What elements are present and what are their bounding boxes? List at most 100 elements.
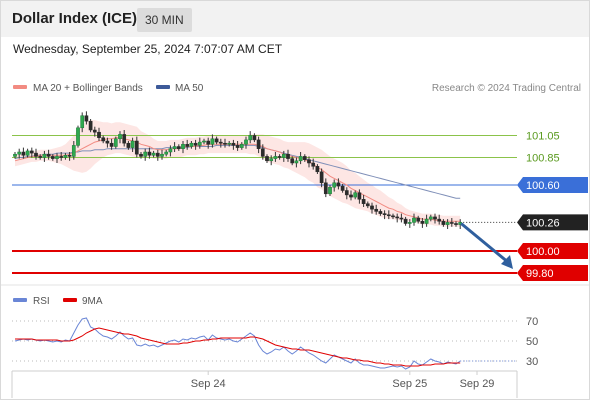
candle-body: [281, 153, 286, 158]
rsi-ref-label: 30: [526, 356, 538, 368]
pivot-label: 100.60: [526, 180, 560, 192]
candle-body: [80, 115, 85, 129]
candle-body: [227, 142, 232, 145]
candle-body: [365, 203, 370, 207]
rsi-line: [14, 317, 461, 370]
rsi-ma-line: [15, 327, 461, 367]
candle-body: [109, 142, 114, 147]
candle-body: [50, 156, 55, 159]
candle-body: [197, 141, 202, 146]
candle-body: [277, 156, 282, 158]
resistance-label: 101.05: [526, 131, 560, 143]
candle-body: [34, 152, 38, 157]
candle-body: [25, 150, 30, 156]
candle-body: [307, 159, 311, 164]
candle-body: [428, 216, 433, 220]
candle-body: [151, 152, 156, 156]
candle-body: [256, 139, 261, 149]
rsi-ref-label: 70: [526, 316, 538, 328]
resistance-label: 100.85: [526, 153, 560, 165]
candle-body: [374, 208, 379, 212]
ma50-legend-label: MA 50: [175, 83, 204, 94]
candle-body: [29, 150, 34, 154]
research-credit: Research © 2024 Trading Central: [432, 83, 581, 94]
candle-body: [21, 151, 26, 156]
candle-body: [445, 222, 450, 225]
candle-body: [218, 141, 223, 144]
candle-body: [319, 171, 324, 184]
candle-body: [433, 216, 437, 220]
candle-body: [449, 222, 454, 224]
instrument-title: Dollar Index (ICE): [12, 10, 138, 27]
candle-body: [370, 205, 374, 210]
candle-body: [122, 134, 127, 144]
bollinger-band: [15, 120, 461, 227]
pivot-tag: [517, 177, 588, 193]
candle-body: [260, 148, 265, 157]
candle-body: [97, 131, 101, 138]
candle-body: [92, 129, 97, 133]
candle-body: [134, 140, 139, 155]
candle-body: [185, 144, 190, 147]
support-label: 100.00: [526, 246, 560, 258]
forecast-arrow-head: [501, 255, 513, 269]
date-time-label: Wednesday, September 25, 2024 7:07:07 AM…: [13, 42, 283, 56]
candle-body: [248, 135, 253, 141]
rsi-legend-label: RSI: [33, 296, 50, 307]
support-tag: [517, 265, 588, 281]
candle-body: [269, 158, 274, 162]
candle-body: [311, 162, 316, 167]
last-price-label: 100.26: [526, 217, 560, 229]
time-tick-label: Sep 29: [460, 378, 495, 390]
candle-body: [315, 166, 320, 173]
candle-body: [202, 140, 206, 143]
candle-body: [155, 152, 160, 157]
ma50-legend-swatch: [156, 85, 170, 89]
candle-body: [244, 139, 248, 145]
last-price-tag: [517, 214, 588, 231]
candle-body: [193, 142, 198, 146]
candle-body: [344, 190, 349, 196]
candle-body: [437, 218, 442, 222]
candle-body: [391, 215, 395, 218]
header-bar: Dollar Index (ICE) 30 MIN: [1, 1, 589, 37]
candle-body: [223, 142, 227, 145]
support-label: 99.80: [526, 268, 554, 280]
candle-body: [265, 156, 269, 162]
candle-body: [105, 140, 110, 144]
candle-body: [302, 156, 307, 160]
candle-body: [353, 192, 358, 198]
candle-body: [286, 153, 290, 159]
ma20-legend-swatch: [13, 85, 27, 89]
timeframe-button[interactable]: 30 MIN: [137, 8, 192, 32]
candle-body: [332, 182, 337, 188]
forecast-arrow-shaft: [460, 222, 511, 265]
candle-body: [147, 151, 152, 156]
candle-body: [84, 115, 89, 122]
candle-body: [76, 127, 80, 146]
candle-body: [361, 199, 366, 204]
candle-body: [118, 134, 122, 140]
candle-body: [420, 221, 425, 224]
candle-body: [357, 192, 362, 200]
support-tag: [517, 243, 588, 259]
candle-body: [328, 186, 332, 195]
candle-body: [424, 218, 429, 224]
time-tick-label: Sep 25: [392, 378, 427, 390]
candle-body: [298, 156, 303, 162]
ma20-legend-label: MA 20 + Bollinger Bands: [33, 83, 143, 94]
candle-body: [63, 155, 68, 158]
candle-body: [172, 146, 177, 149]
rsi-ma-legend-label: 9MA: [82, 296, 103, 307]
candle-body: [273, 156, 278, 159]
candle-body: [412, 217, 416, 223]
candle-body: [294, 160, 299, 164]
candle-body: [189, 142, 194, 147]
candle-body: [168, 148, 173, 153]
candle-body: [395, 216, 400, 219]
candle-body: [17, 151, 22, 155]
candle-body: [139, 153, 143, 157]
time-tick-label: Sep 24: [191, 378, 226, 390]
